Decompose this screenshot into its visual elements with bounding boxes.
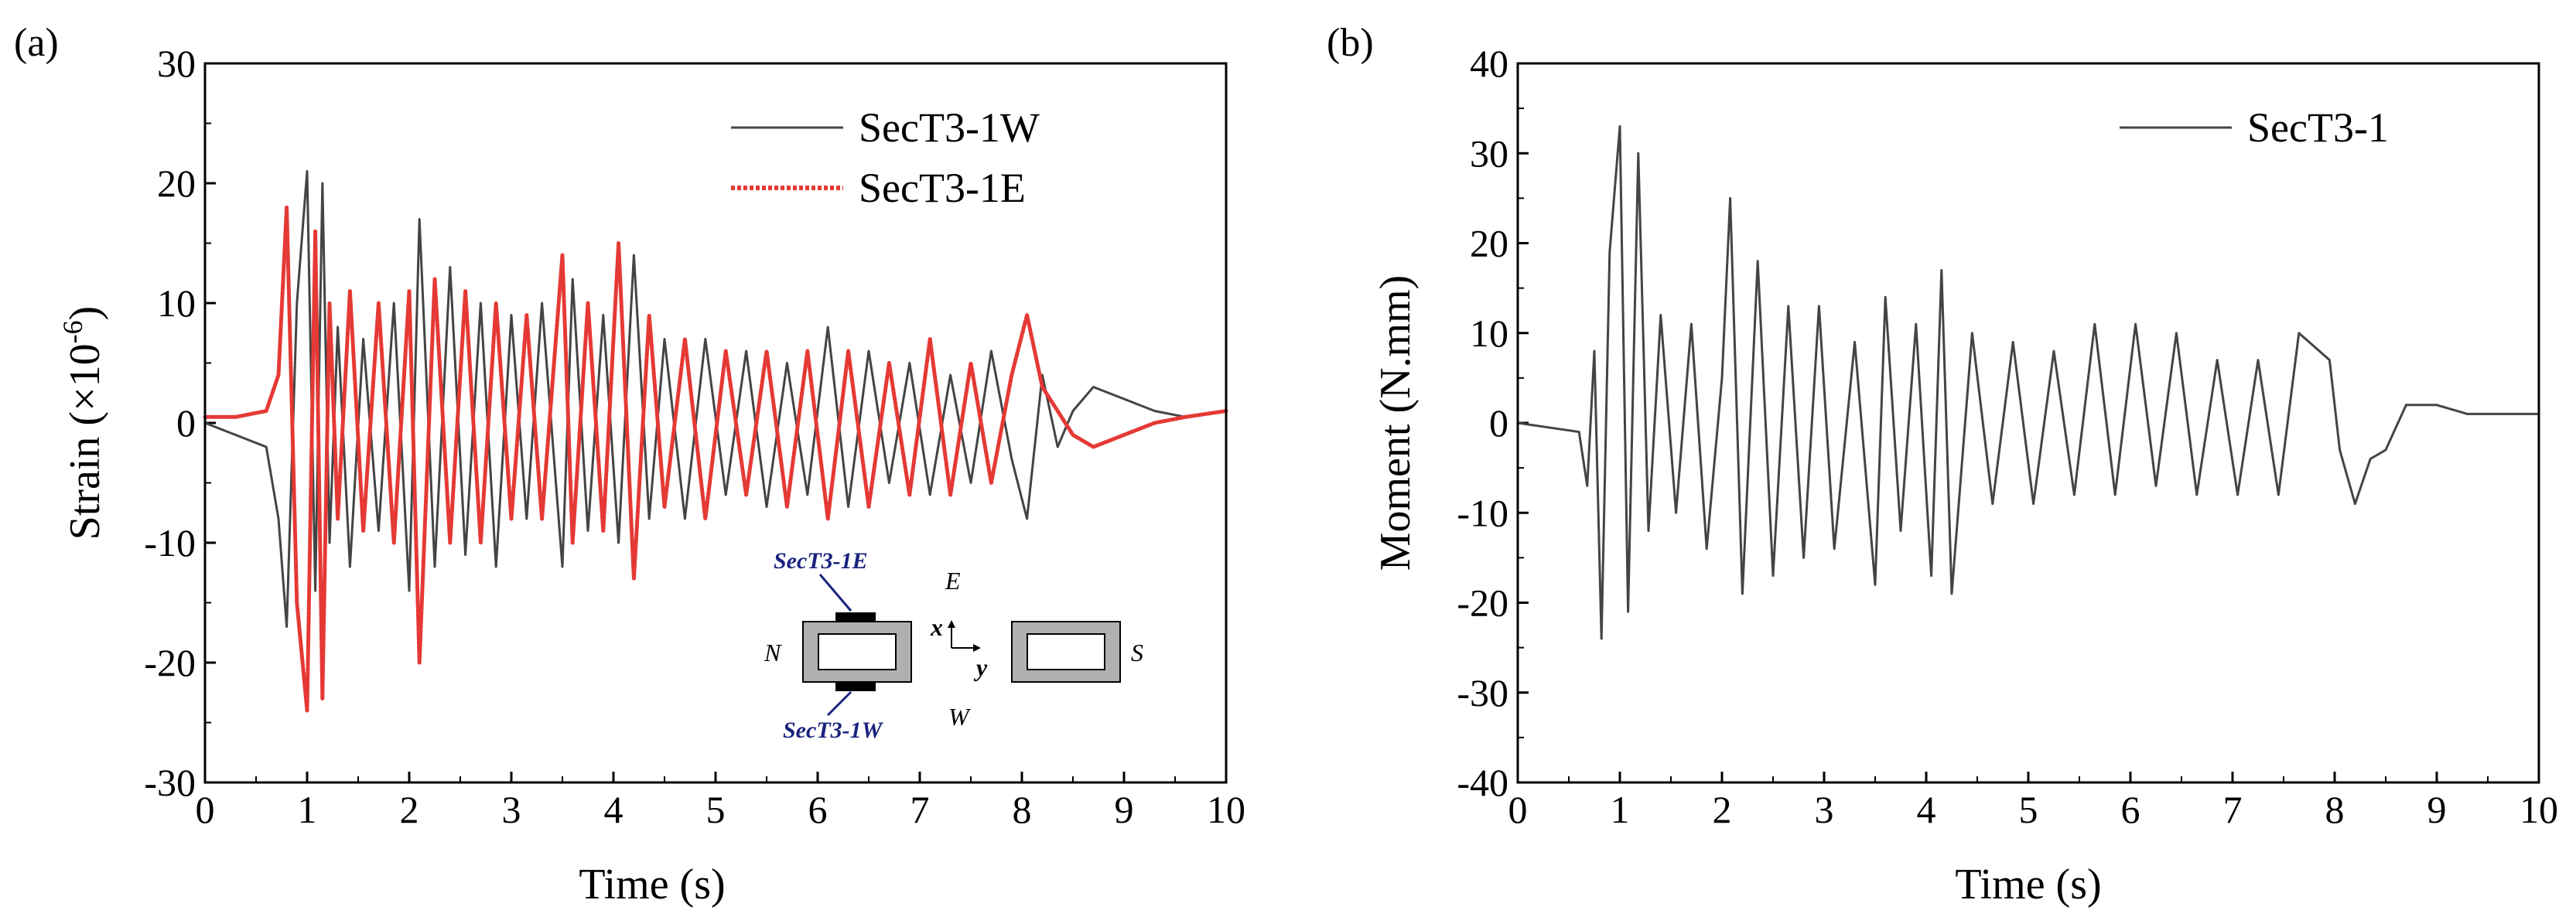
legend-label-sect3-1: SecT3-1 <box>2247 104 2389 151</box>
panel-a-ytick-label: 10 <box>157 281 196 325</box>
panel-a-xtick-label: 8 <box>1013 788 1032 831</box>
inset-arrow-top <box>818 574 852 612</box>
panel-b-ytick-label: -10 <box>1457 491 1508 534</box>
panel-b-frame <box>1516 62 2540 784</box>
panel-a-ylabel: Strain (×10-6) <box>57 306 109 540</box>
panel-b-ytick-label: 10 <box>1470 312 1508 355</box>
panel-a-xtick-label: 7 <box>910 788 930 831</box>
panel-a-xtick-label: 6 <box>808 788 828 831</box>
inset-axis-x-arrow <box>948 620 955 628</box>
panel-b-xtick-label: 9 <box>2427 788 2447 831</box>
panel-a-ytick-label: -10 <box>144 521 196 564</box>
panel-a-xtick-label: 4 <box>604 788 624 831</box>
panel-a-xtick-label: 9 <box>1115 788 1134 831</box>
panel-b-xlabel: Time (s) <box>1955 861 2101 908</box>
inset-axis-x-label: x <box>930 613 943 641</box>
panel-b-series <box>1516 124 2540 640</box>
series-line-sect3-1 <box>1516 124 2540 640</box>
panel-a-series <box>203 170 1228 713</box>
panel-b-ytick-label: 30 <box>1470 131 1508 175</box>
panel-b-ytick-label: -40 <box>1457 761 1508 804</box>
panel-a-ytick-label: -30 <box>144 761 196 804</box>
inset-label-bottom: SecT3-1W <box>783 718 884 743</box>
panel-b-xtick-label: 10 <box>2520 788 2558 831</box>
inset-label-top: SecT3-1E <box>774 548 868 574</box>
panel-a-frame <box>203 62 1228 784</box>
series-line-sect3-1e <box>203 205 1228 713</box>
panel-a-legend: SecT3-1W SecT3-1E <box>731 104 1040 211</box>
panel-b-xtick-label: 3 <box>1815 788 1834 831</box>
legend-label-sect3-1w: SecT3-1W <box>859 104 1040 151</box>
inset-axis-y-label: y <box>973 653 988 681</box>
panel-a: (a) 0 1 2 3 4 5 6 7 8 9 10 -30 -20 -10 0 10 20 30 Time (s… <box>14 21 1245 908</box>
inset-dir-s: S <box>1131 639 1143 666</box>
panel-b-ytick-label: 40 <box>1470 42 1508 85</box>
gauge-west <box>835 682 876 691</box>
panel-b-xtick-label: 1 <box>1611 788 1630 831</box>
inset-arrow-bottom <box>826 690 852 717</box>
panel-a-xtick-label: 3 <box>502 788 521 831</box>
panel-a-xlabel: Time (s) <box>579 861 725 908</box>
panel-b-label: (b) <box>1327 21 1374 65</box>
panel-b-xtick-label: 2 <box>1713 788 1732 831</box>
panel-a-xtick-label: 2 <box>400 788 419 831</box>
panel-b-ytick-label: 0 <box>1489 401 1508 445</box>
panel-a-ytick-label: 20 <box>157 162 196 205</box>
panel-a-ticks: 0 1 2 3 4 5 6 7 8 9 10 -30 -20 -10 0 10 20 30 <box>144 42 1245 831</box>
section-south-hole <box>1027 633 1105 670</box>
panel-b-ticks: 0 1 2 3 4 5 6 7 8 9 10 -40 -30 -20 -10 0 10 20 30 40 <box>1457 42 2558 831</box>
panel-b-xtick-label: 6 <box>2121 788 2140 831</box>
panel-a-label: (a) <box>14 21 59 65</box>
inset-axis-y-arrow <box>973 644 981 652</box>
panel-b-ylabel: Moment (N.mm) <box>1372 275 1420 571</box>
panel-b-ytick-label: 20 <box>1470 222 1508 265</box>
cross-section-inset: SecT3-1E SecT3-1W N E W x y S <box>764 548 1143 743</box>
panel-b-xtick-label: 7 <box>2223 788 2243 831</box>
legend-label-sect3-1e: SecT3-1E <box>859 165 1026 211</box>
section-north-hole <box>818 633 897 670</box>
gauge-east <box>835 612 876 622</box>
inset-dir-n: N <box>764 639 782 666</box>
panel-a-ytick-label: 0 <box>176 401 196 445</box>
panel-b-xtick-label: 0 <box>1508 788 1528 831</box>
panel-b-xtick-label: 4 <box>1917 788 1936 831</box>
panel-b: (b) 0 1 2 3 4 5 6 7 8 9 10 -40 -30 -20 -10 0 10 20 30 40 Ti… <box>1327 21 2558 908</box>
panel-b-ytick-label: -20 <box>1457 581 1508 625</box>
panel-a-ytick-label: 30 <box>157 42 196 85</box>
panel-a-xtick-label: 0 <box>196 788 215 831</box>
panel-a-xtick-label: 10 <box>1207 788 1245 831</box>
panel-b-ytick-label: -30 <box>1457 671 1508 714</box>
inset-dir-w: W <box>948 703 972 731</box>
series-line-sect3-1w <box>203 170 1228 628</box>
inset-dir-e: E <box>945 567 961 595</box>
panel-b-xtick-label: 8 <box>2325 788 2345 831</box>
panel-a-xtick-label: 1 <box>298 788 317 831</box>
panel-b-xtick-label: 5 <box>2019 788 2038 831</box>
panel-b-legend: SecT3-1 <box>2120 104 2389 151</box>
panel-a-ytick-label: -20 <box>144 641 196 684</box>
panel-a-xtick-label: 5 <box>706 788 726 831</box>
